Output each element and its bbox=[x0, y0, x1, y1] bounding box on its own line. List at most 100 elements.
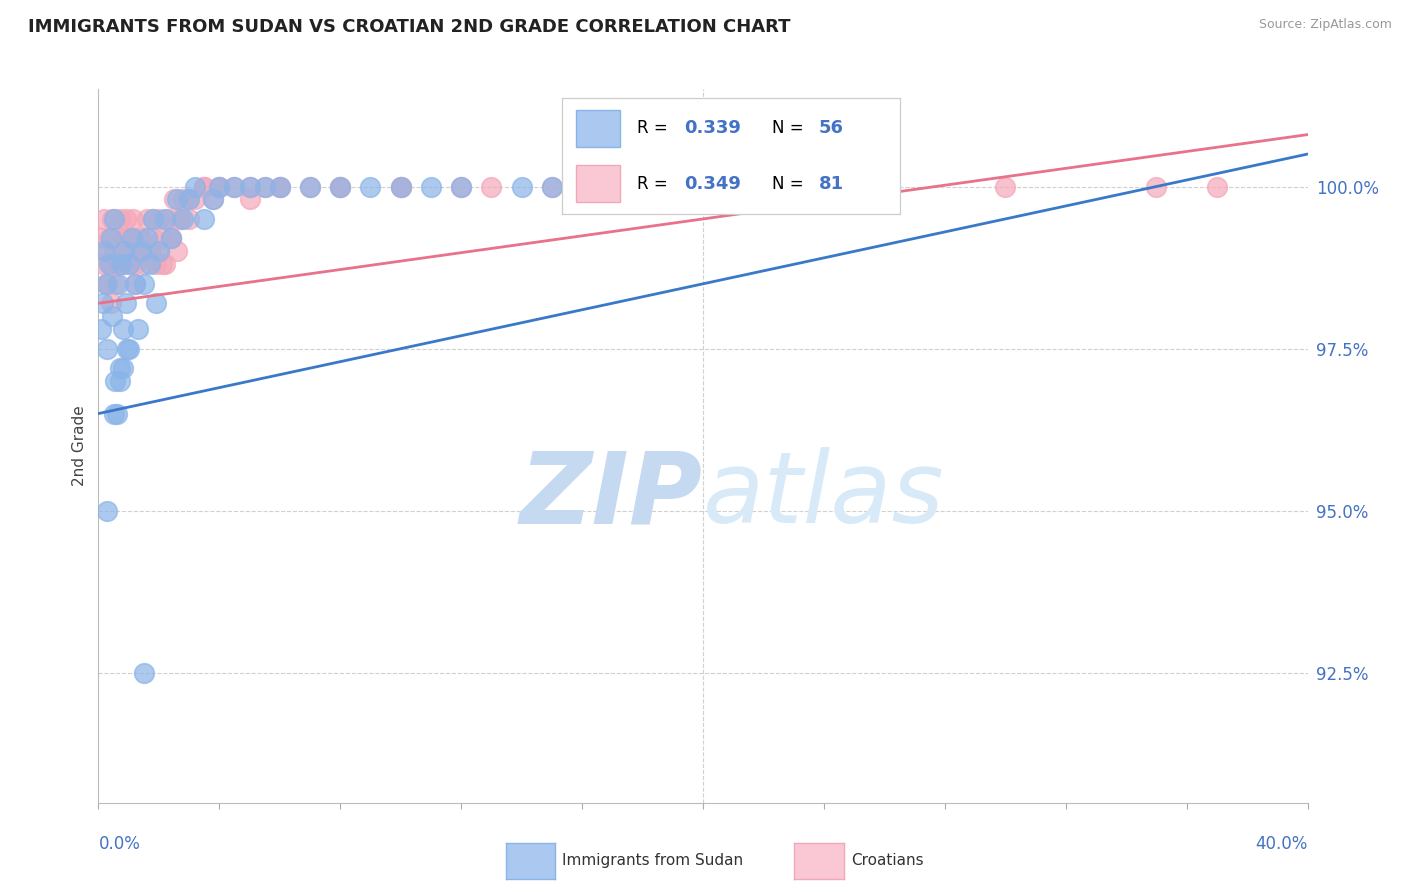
Point bbox=[115, 342, 138, 356]
Point bbox=[91, 296, 114, 310]
Text: 0.339: 0.339 bbox=[683, 120, 741, 137]
Point bbox=[135, 211, 157, 226]
Point bbox=[94, 277, 117, 291]
Point bbox=[127, 322, 149, 336]
Point bbox=[108, 211, 131, 226]
Point bbox=[114, 211, 136, 226]
Point bbox=[115, 231, 138, 245]
Point bbox=[420, 179, 443, 194]
Point bbox=[299, 179, 322, 194]
Point bbox=[111, 231, 134, 245]
Point bbox=[104, 374, 127, 388]
Point bbox=[269, 179, 291, 194]
Point bbox=[510, 179, 533, 194]
Point bbox=[389, 179, 412, 194]
Point bbox=[98, 257, 121, 271]
Point bbox=[93, 244, 115, 259]
Point bbox=[153, 211, 176, 226]
Point bbox=[111, 257, 134, 271]
Text: R =: R = bbox=[637, 120, 672, 137]
Point bbox=[253, 179, 276, 194]
Point bbox=[329, 179, 352, 194]
Text: Source: ZipAtlas.com: Source: ZipAtlas.com bbox=[1258, 18, 1392, 31]
Point bbox=[127, 244, 149, 259]
Point bbox=[122, 211, 145, 226]
Point bbox=[111, 361, 134, 376]
Point bbox=[148, 244, 170, 259]
Point bbox=[160, 231, 183, 245]
Point bbox=[179, 193, 201, 207]
Point bbox=[481, 179, 503, 194]
Point bbox=[100, 231, 122, 245]
Point bbox=[360, 179, 382, 194]
Point bbox=[112, 244, 135, 259]
Point bbox=[156, 211, 179, 226]
Point bbox=[142, 211, 165, 226]
Point bbox=[100, 296, 122, 310]
Point bbox=[103, 211, 125, 226]
Point bbox=[91, 257, 114, 271]
Point bbox=[105, 231, 128, 245]
Point bbox=[124, 257, 146, 271]
Point bbox=[450, 179, 472, 194]
Point bbox=[145, 296, 167, 310]
Point bbox=[104, 277, 127, 291]
Point bbox=[129, 244, 152, 259]
Point bbox=[224, 179, 246, 194]
Point bbox=[132, 277, 155, 291]
Point bbox=[103, 407, 125, 421]
Point bbox=[1206, 179, 1229, 194]
FancyBboxPatch shape bbox=[576, 110, 620, 147]
Point bbox=[239, 179, 262, 194]
Point bbox=[132, 244, 155, 259]
Point bbox=[172, 211, 194, 226]
Point bbox=[239, 193, 262, 207]
Point bbox=[118, 257, 141, 271]
Point bbox=[114, 296, 136, 310]
Point bbox=[118, 244, 141, 259]
Text: atlas: atlas bbox=[703, 448, 945, 544]
Point bbox=[132, 257, 155, 271]
Point bbox=[239, 179, 262, 194]
Point bbox=[169, 211, 191, 226]
Text: N =: N = bbox=[772, 175, 808, 193]
Point bbox=[101, 211, 124, 226]
Text: IMMIGRANTS FROM SUDAN VS CROATIAN 2ND GRADE CORRELATION CHART: IMMIGRANTS FROM SUDAN VS CROATIAN 2ND GR… bbox=[28, 18, 790, 36]
Point bbox=[110, 244, 132, 259]
Point bbox=[540, 179, 562, 194]
Text: 40.0%: 40.0% bbox=[1256, 835, 1308, 853]
Point bbox=[208, 179, 231, 194]
Point bbox=[540, 179, 562, 194]
Point bbox=[631, 179, 654, 194]
Point bbox=[105, 244, 128, 259]
Point bbox=[389, 179, 412, 194]
Point bbox=[100, 257, 122, 271]
Point bbox=[98, 231, 121, 245]
Text: N =: N = bbox=[772, 120, 808, 137]
Point bbox=[114, 231, 136, 245]
Point bbox=[145, 257, 167, 271]
Point bbox=[193, 179, 215, 194]
Point bbox=[96, 504, 118, 518]
Point bbox=[107, 277, 129, 291]
Point bbox=[193, 179, 215, 194]
Point bbox=[121, 231, 143, 245]
Point bbox=[150, 231, 173, 245]
Point bbox=[224, 179, 246, 194]
Point bbox=[179, 211, 201, 226]
Point bbox=[844, 179, 866, 194]
Point bbox=[94, 244, 117, 259]
Point bbox=[253, 179, 276, 194]
Point bbox=[160, 231, 183, 245]
Text: 81: 81 bbox=[818, 175, 844, 193]
Point bbox=[184, 179, 207, 194]
Point bbox=[124, 277, 146, 291]
Point bbox=[111, 322, 134, 336]
Text: R =: R = bbox=[637, 175, 672, 193]
Point bbox=[108, 374, 131, 388]
Point bbox=[112, 257, 135, 271]
Point bbox=[169, 211, 191, 226]
Text: 0.349: 0.349 bbox=[683, 175, 741, 193]
Point bbox=[139, 244, 162, 259]
Point bbox=[101, 310, 124, 324]
